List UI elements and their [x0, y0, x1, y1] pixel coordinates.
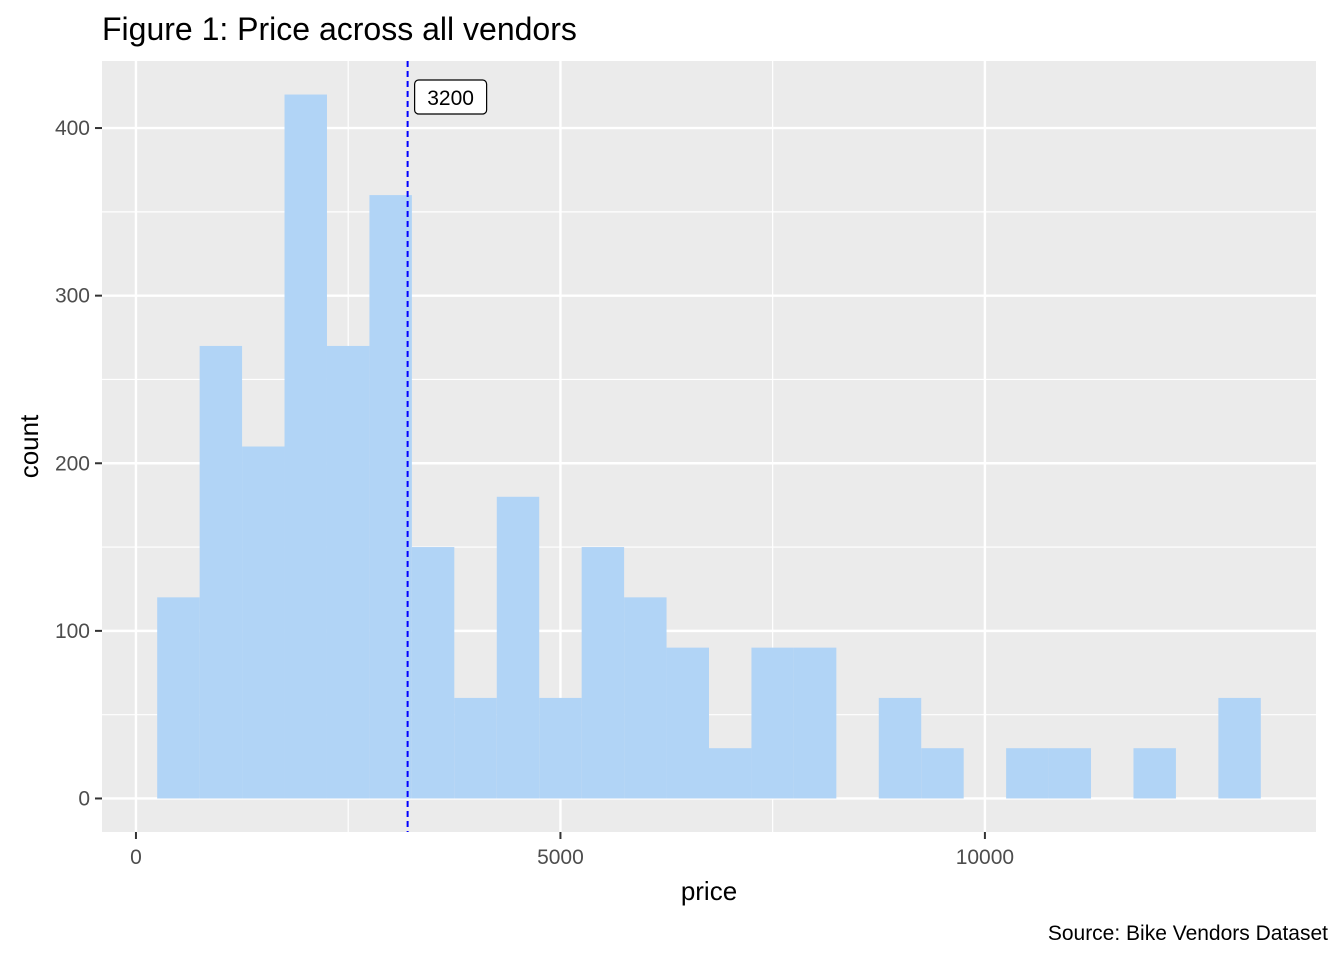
y-tick-label: 200	[55, 452, 90, 475]
histogram-bar	[666, 647, 709, 799]
chart-caption: Source: Bike Vendors Dataset	[1048, 922, 1328, 945]
reference-label-box	[414, 79, 488, 115]
y-tick-label: 0	[78, 787, 90, 810]
x-axis-label: price	[681, 876, 737, 906]
histogram-bar	[793, 647, 837, 799]
y-tick-label: 400	[55, 117, 90, 140]
histogram-bar	[709, 748, 752, 799]
histogram-bar	[284, 94, 327, 799]
reference-label: 3200	[427, 87, 474, 110]
reference-line-group: 3200	[406, 61, 488, 832]
y-tick-label: 300	[55, 285, 90, 308]
histogram-bar	[157, 597, 200, 799]
histogram-bar	[1048, 748, 1092, 799]
chart-title: Figure 1: Price across all vendors	[102, 11, 577, 47]
y-tick-label: 100	[55, 620, 90, 643]
histogram-bar	[878, 697, 922, 799]
histogram-bars	[157, 94, 1261, 799]
x-tick-label: 5000	[537, 846, 584, 869]
histogram-bar	[581, 547, 625, 799]
y-axis: 0 100 200 300 400	[55, 117, 102, 810]
x-axis: 0 5000 10000	[130, 832, 1014, 869]
histogram-bar	[1006, 748, 1049, 799]
histogram-bar	[921, 748, 964, 799]
histogram-bar	[199, 345, 243, 799]
histogram-bar	[1133, 748, 1176, 799]
histogram-bar	[624, 597, 667, 799]
histogram-bar	[1218, 697, 1261, 799]
histogram-bar	[539, 697, 582, 799]
histogram-bar	[751, 647, 794, 799]
histogram-bar	[411, 547, 455, 799]
histogram-bar	[454, 697, 497, 799]
x-tick-label: 10000	[956, 846, 1014, 869]
histogram-bar	[369, 195, 412, 799]
x-tick-label: 0	[130, 846, 142, 869]
y-axis-label: count	[14, 414, 44, 478]
histogram-bar	[326, 345, 370, 799]
histogram-bar	[496, 496, 540, 799]
histogram-bar	[242, 446, 285, 799]
